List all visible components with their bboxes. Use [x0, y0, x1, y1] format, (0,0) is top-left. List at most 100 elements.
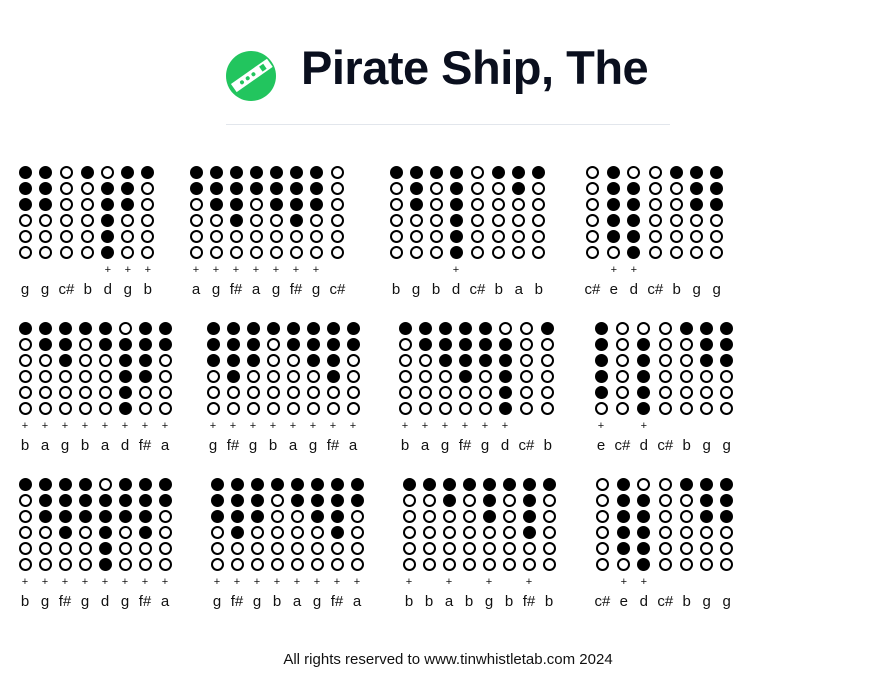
note-column: b [499, 478, 519, 611]
closed-hole [498, 338, 512, 351]
closed-hole [637, 542, 651, 555]
open-hole [637, 478, 651, 491]
open-hole [429, 214, 443, 227]
closed-hole [627, 182, 641, 195]
closed-hole [38, 322, 52, 335]
open-hole [78, 526, 92, 539]
closed-hole [532, 166, 546, 179]
open-hole [250, 526, 264, 539]
open-hole [350, 510, 364, 523]
closed-hole [449, 230, 463, 243]
open-hole [532, 198, 546, 211]
closed-hole [250, 494, 264, 507]
octave-plus-marker: + [232, 264, 240, 276]
note-label: g [692, 281, 701, 298]
tab-group: c# + e + d c# b g g [581, 166, 727, 299]
note-label: e [596, 437, 606, 454]
note-label: g [722, 437, 731, 454]
open-hole [209, 230, 223, 243]
note-column: c# [654, 478, 677, 611]
octave-plus-marker: + [229, 420, 237, 432]
note-column: + e [604, 166, 624, 299]
open-hole [470, 246, 484, 259]
open-hole [470, 182, 484, 195]
closed-hole [38, 478, 52, 491]
octave-plus-marker: + [269, 420, 277, 432]
open-hole [519, 322, 533, 335]
octave-plus-marker: + [101, 420, 109, 432]
open-hole [658, 478, 672, 491]
closed-hole [118, 494, 132, 507]
closed-hole [38, 338, 52, 351]
note-label: g [411, 281, 421, 298]
open-hole [462, 494, 476, 507]
open-hole [189, 246, 203, 259]
note-column: + f# [327, 478, 347, 611]
note-column: g [697, 322, 717, 455]
closed-hole [627, 246, 641, 259]
open-hole [670, 246, 684, 259]
note-column: g [717, 478, 737, 611]
open-hole [585, 230, 599, 243]
closed-hole [438, 338, 452, 351]
open-hole [402, 510, 416, 523]
octave-plus-marker: + [421, 420, 429, 432]
octave-plus-marker: + [485, 576, 493, 588]
note-column: c# [55, 166, 78, 299]
note-column: + b [267, 478, 287, 611]
open-hole [346, 354, 360, 367]
closed-hole [422, 478, 436, 491]
closed-hole [226, 322, 240, 335]
open-hole [310, 526, 324, 539]
open-hole [306, 402, 320, 415]
open-hole [269, 246, 283, 259]
closed-hole [210, 478, 224, 491]
closed-hole [229, 166, 243, 179]
open-hole [289, 230, 303, 243]
note-column: + g [435, 322, 455, 455]
open-hole [595, 478, 609, 491]
open-hole [658, 402, 672, 415]
closed-hole [498, 386, 512, 399]
open-hole [519, 370, 533, 383]
tab-group: c# + e + d c# b g g [591, 478, 737, 611]
closed-hole [617, 510, 631, 523]
note-column: + d [495, 322, 515, 455]
note-label: f# [326, 437, 340, 454]
open-hole [482, 542, 496, 555]
note-column: + g [306, 166, 326, 299]
closed-hole [81, 166, 95, 179]
closed-hole [38, 198, 52, 211]
open-hole [438, 386, 452, 399]
closed-hole [306, 354, 320, 367]
note-column: b [677, 478, 697, 611]
open-hole [532, 182, 546, 195]
open-hole [189, 230, 203, 243]
open-hole [18, 526, 32, 539]
divider [226, 124, 670, 125]
open-hole [522, 558, 536, 571]
note-column: b [419, 478, 439, 611]
closed-hole [637, 510, 651, 523]
open-hole [512, 198, 526, 211]
open-hole [58, 558, 72, 571]
closed-hole [58, 338, 72, 351]
open-hole [270, 494, 284, 507]
open-hole [470, 230, 484, 243]
open-hole [266, 338, 280, 351]
note-label: b [464, 593, 474, 610]
open-hole [670, 182, 684, 195]
open-hole [492, 198, 506, 211]
octave-plus-marker: + [640, 576, 648, 588]
closed-hole [680, 322, 694, 335]
note-label: e [609, 281, 619, 298]
closed-hole [121, 166, 135, 179]
note-column: b [426, 166, 446, 299]
open-hole [482, 526, 496, 539]
note-label: g [312, 593, 322, 610]
closed-hole [449, 182, 463, 195]
open-hole [158, 354, 172, 367]
closed-hole [58, 494, 72, 507]
open-hole [422, 526, 436, 539]
closed-hole [398, 322, 412, 335]
